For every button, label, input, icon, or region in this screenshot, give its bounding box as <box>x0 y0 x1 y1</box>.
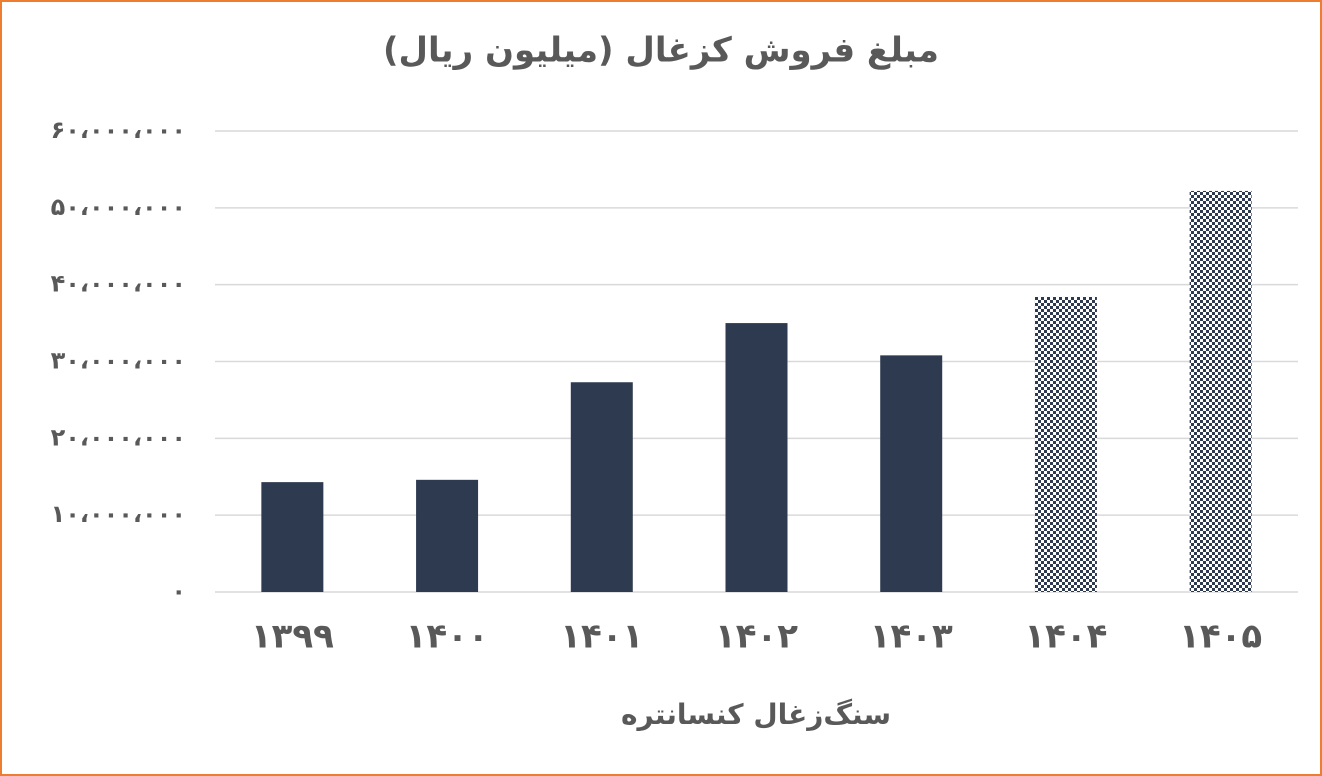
bar <box>880 355 943 592</box>
bar <box>261 482 324 592</box>
y-tick-label: ۳۰،۰۰۰،۰۰۰ <box>51 347 186 375</box>
x-tick-label: ۱۴۰۲ <box>715 617 798 657</box>
x-tick-label: ۱۴۰۴ <box>1024 617 1107 657</box>
x-tick-label: ۱۴۰۱ <box>560 617 643 657</box>
x-tick-label: ۱۳۹۹ <box>251 617 334 657</box>
bar <box>1034 296 1097 592</box>
x-tick-label: ۱۴۰۰ <box>406 617 489 657</box>
x-tick-label: ۱۴۰۵ <box>1179 617 1262 657</box>
bar <box>1189 190 1252 592</box>
y-tick-label: ۶۰،۰۰۰،۰۰۰ <box>51 116 186 144</box>
y-tick-label: ۱۰،۰۰۰،۰۰۰ <box>51 500 186 528</box>
y-tick-label: ۲۰،۰۰۰،۰۰۰ <box>51 423 186 451</box>
bar <box>416 479 479 592</box>
bar <box>725 323 788 592</box>
bar <box>570 382 633 592</box>
x-axis-title: سنگ‌زغال کنسانتره <box>621 698 891 731</box>
chart-title: مبلغ فروش کزغال (میلیون ریال) <box>383 31 939 71</box>
y-tick-label: ۴۰،۰۰۰،۰۰۰ <box>51 270 186 298</box>
x-tick-label: ۱۴۰۳ <box>870 617 953 657</box>
y-tick-label: ۵۰،۰۰۰،۰۰۰ <box>51 193 186 221</box>
y-tick-label: ۰ <box>171 577 186 605</box>
